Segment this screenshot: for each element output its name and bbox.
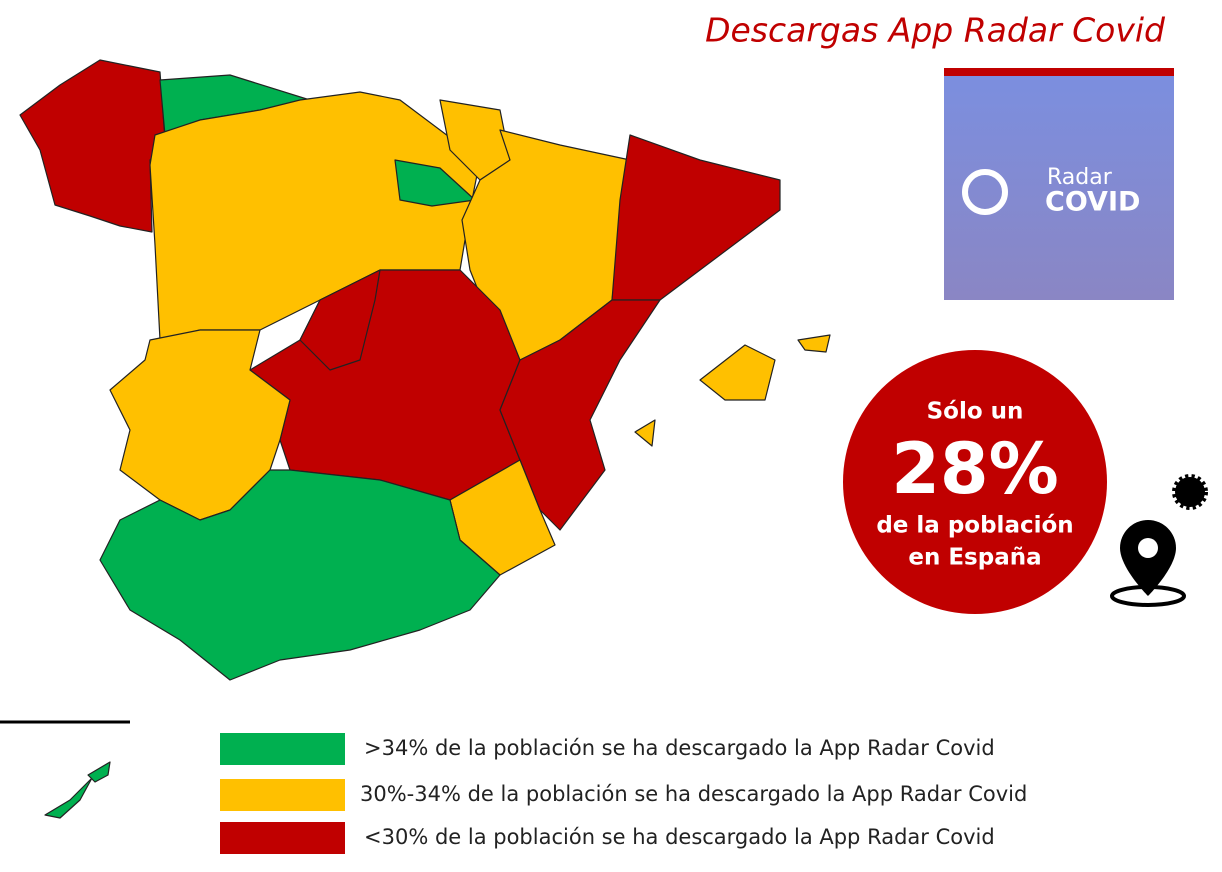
region: [611, 134, 781, 301]
legend: >34% de la población se ha descargado la…: [220, 733, 1027, 854]
region: [299, 269, 381, 371]
callout-text: de la población: [876, 513, 1073, 539]
legend-label: <30% de la población se ha descargado la…: [364, 825, 995, 849]
callout-text: Sólo un: [927, 399, 1024, 425]
legend-swatch: [220, 822, 345, 854]
region: [634, 419, 656, 447]
legend-swatch: [220, 779, 345, 811]
region: [87, 761, 111, 783]
pin-hole: [1138, 538, 1158, 558]
map: [0, 59, 831, 819]
logo-text: COVID: [1045, 187, 1140, 218]
callout: Sólo un 28% de la población en España: [843, 350, 1208, 614]
region: [99, 469, 501, 681]
callout-circle: [843, 350, 1107, 614]
region: [797, 334, 831, 353]
region: [44, 777, 93, 819]
app-logo: Radar COVID: [944, 68, 1174, 300]
virus-icon: [1172, 474, 1208, 510]
title: Descargas App Radar Covid: [705, 11, 1166, 50]
legend-label: >34% de la población se ha descargado la…: [364, 736, 995, 760]
region: [699, 344, 776, 401]
legend-swatch: [220, 733, 345, 765]
logo-icon: [962, 169, 1008, 215]
callout-text: en España: [908, 545, 1041, 571]
logo-bar: [944, 68, 1174, 76]
callout-value: 28%: [891, 428, 1059, 510]
logo-background: [944, 68, 1174, 300]
region: [19, 59, 166, 233]
legend-label: 30%-34% de la población se ha descargado…: [360, 782, 1027, 806]
region: [394, 159, 476, 207]
region: [499, 299, 661, 531]
logo-text: Radar: [1047, 165, 1113, 190]
pin-base: [1110, 585, 1186, 607]
